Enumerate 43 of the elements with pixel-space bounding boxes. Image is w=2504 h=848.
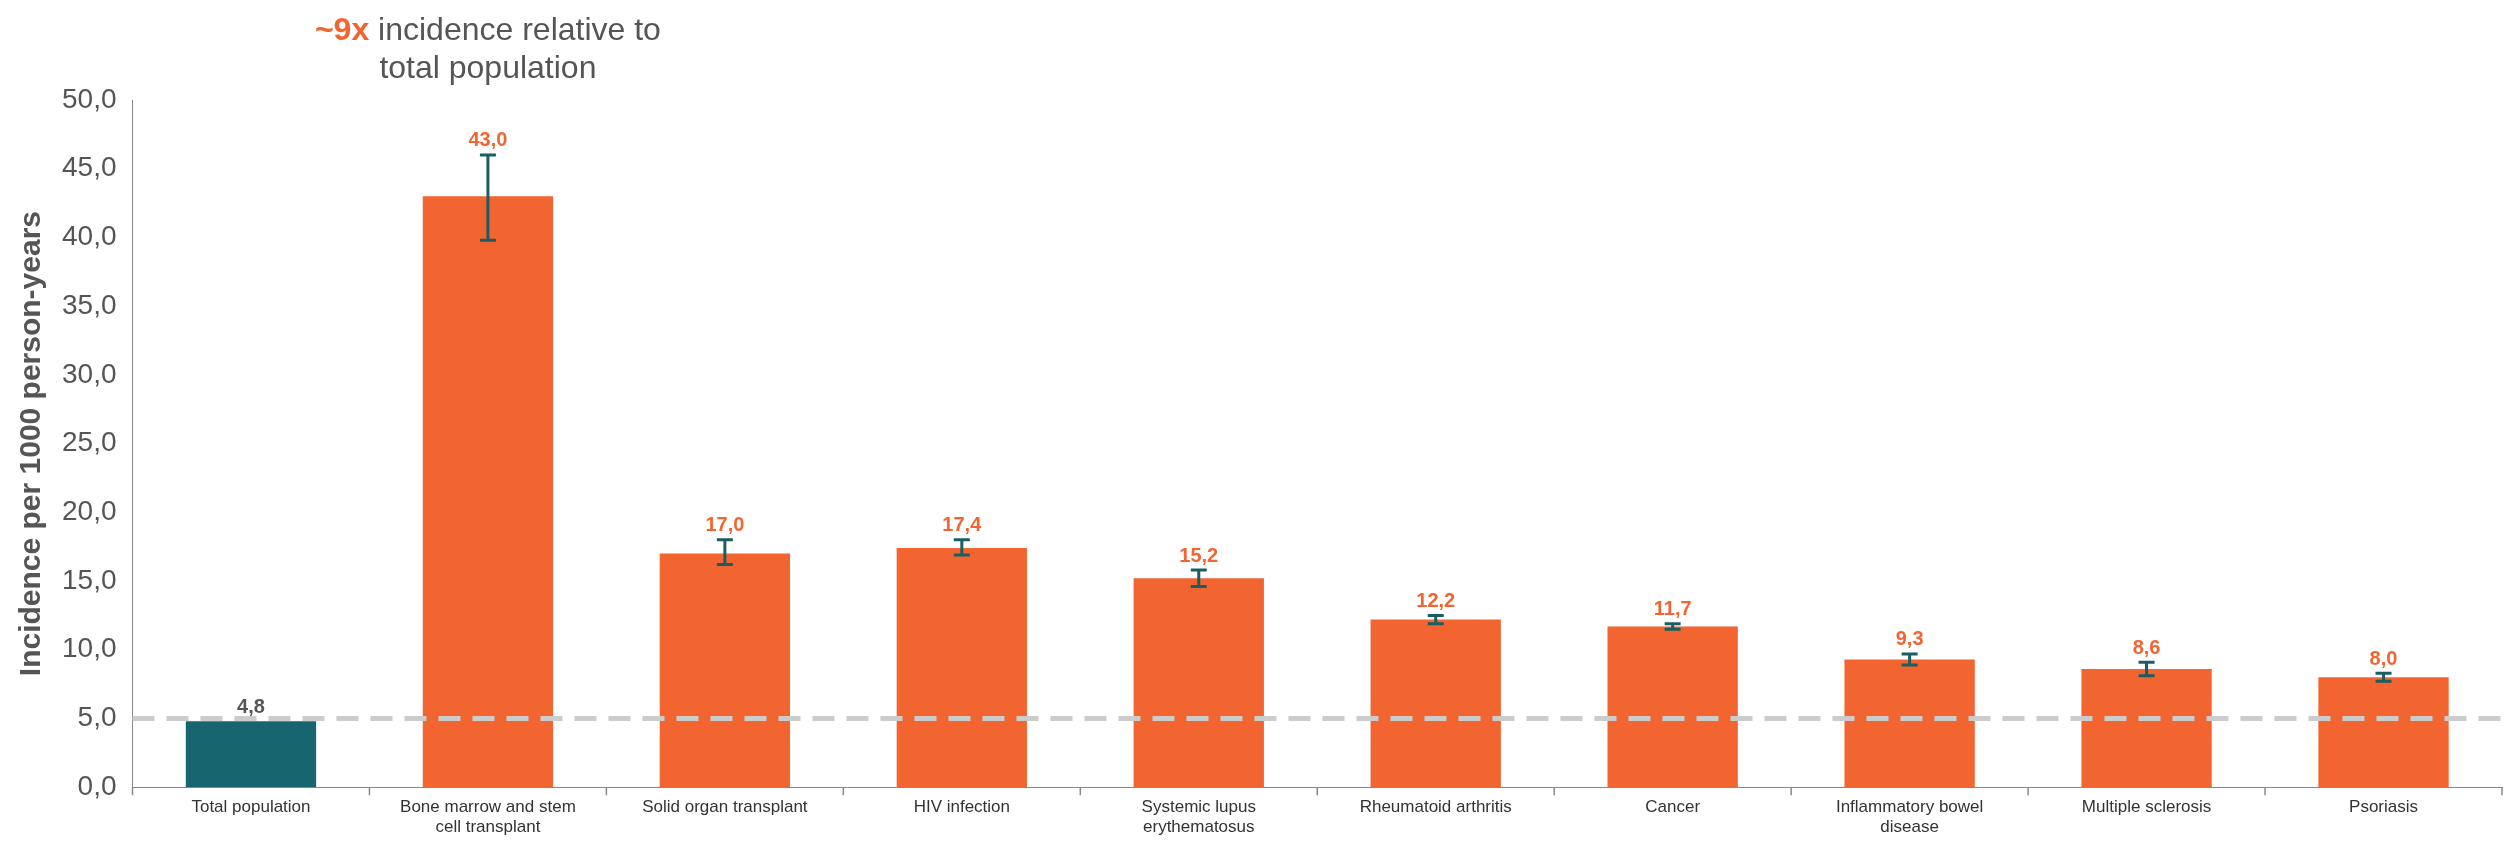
data-label: 43,0 xyxy=(468,128,508,151)
bar xyxy=(422,196,554,788)
text: ~9x incidence relative to total population xyxy=(314,11,661,85)
y-tick-label: 10,0 xyxy=(62,632,117,664)
y-axis-title: Incidence per 1000 person-years xyxy=(13,210,47,677)
y-tick-label: 0,0 xyxy=(77,769,117,801)
data-label: 4,8 xyxy=(237,694,265,717)
y-tick-label: 40,0 xyxy=(62,220,117,252)
x-tick-label: Total population xyxy=(191,797,311,817)
y-tick-label: 5,0 xyxy=(77,701,117,733)
y-tick-label: 15,0 xyxy=(62,563,117,595)
x-tick-label: Bone marrow and stem cell transplant xyxy=(400,797,576,837)
y-tick-label: 20,0 xyxy=(62,495,117,527)
data-label: 17,0 xyxy=(705,513,745,536)
bar xyxy=(1370,619,1501,788)
bar xyxy=(1607,626,1738,788)
bar xyxy=(185,721,317,788)
y-tick-label: 25,0 xyxy=(62,426,117,458)
x-tick-label: HIV infection xyxy=(913,797,1011,817)
data-label: 12,2 xyxy=(1416,588,1456,611)
bar xyxy=(896,548,1027,788)
x-tick-label: Systemic lupus erythematosus xyxy=(1141,797,1256,837)
y-tick-label: 50,0 xyxy=(62,82,117,114)
x-tick-label: Rheumatoid arthritis xyxy=(1359,797,1512,817)
data-label: 11,7 xyxy=(1653,597,1692,620)
data-label: 17,4 xyxy=(942,513,983,536)
data-label: 8,6 xyxy=(2132,635,2161,658)
x-tick-label: Multiple sclerosis xyxy=(2081,797,2212,817)
x-tick-label: Solid organ transplant xyxy=(642,797,808,817)
data-label: 15,2 xyxy=(1179,543,1219,566)
bar xyxy=(659,553,791,788)
bar xyxy=(1844,659,1975,788)
x-tick-label: Inflammatory bowel disease xyxy=(1835,797,1984,837)
data-label: 8,0 xyxy=(2369,646,2398,669)
x-tick-label: Psoriasis xyxy=(2349,797,2419,817)
y-tick-label: 35,0 xyxy=(62,288,117,320)
data-label: 9,3 xyxy=(1895,627,1924,650)
bar xyxy=(1133,578,1264,788)
bar xyxy=(2081,669,2212,788)
bar xyxy=(2318,677,2449,788)
x-tick-label: Cancer xyxy=(1645,797,1701,817)
y-tick-label: 30,0 xyxy=(62,357,117,389)
y-tick-label: 45,0 xyxy=(62,151,117,183)
